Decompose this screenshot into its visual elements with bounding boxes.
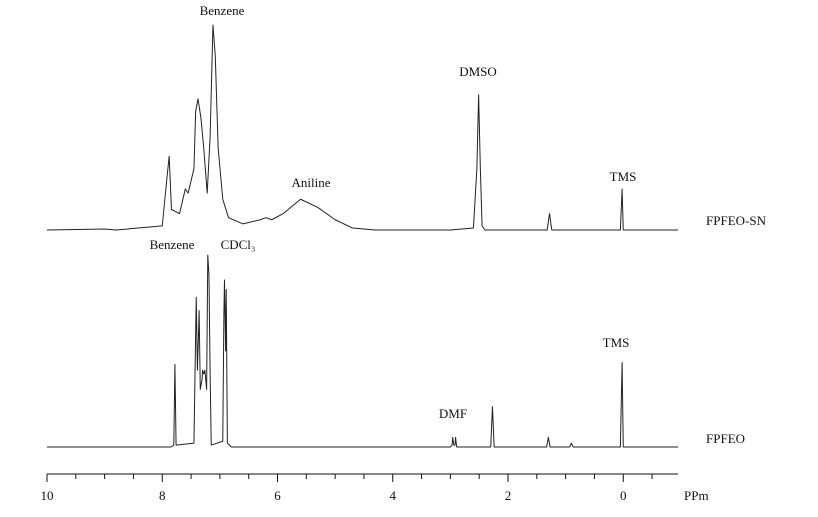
series-label: FPFEO: [706, 431, 745, 446]
series-label: FPFEO-SN: [706, 213, 767, 228]
x-tick-label: 4: [390, 488, 397, 503]
x-tick-label: 10: [41, 488, 54, 503]
annotation: Benzene: [200, 3, 245, 18]
annotation: Aniline: [292, 175, 331, 190]
annotation: TMS: [603, 335, 630, 350]
x-tick-label: 8: [159, 488, 166, 503]
x-axis-label: PPm: [684, 488, 709, 503]
spectrum-line: [47, 254, 678, 448]
annotation: DMSO: [459, 64, 497, 79]
x-tick-label: 0: [620, 488, 627, 503]
x-tick-label: 6: [274, 488, 281, 503]
spectrum-line: [46, 24, 678, 231]
x-tick-label: 2: [505, 488, 512, 503]
annotation: TMS: [610, 169, 637, 184]
annotation: Benzene: [150, 237, 195, 252]
annotation: DMF: [439, 406, 467, 421]
x-axis: [46, 473, 678, 482]
annotation: CDCl₃: [221, 237, 256, 252]
